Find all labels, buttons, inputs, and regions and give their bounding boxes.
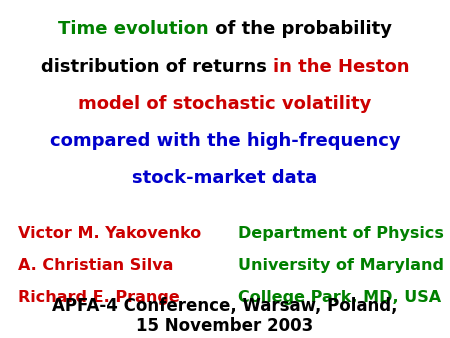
Text: of the probability: of the probability (209, 20, 392, 39)
Text: 15 November 2003: 15 November 2003 (136, 317, 314, 335)
Text: distribution of returns: distribution of returns (40, 57, 273, 76)
Text: University of Maryland: University of Maryland (238, 258, 445, 273)
Text: Time evolution: Time evolution (58, 20, 209, 39)
Text: College Park, MD, USA: College Park, MD, USA (238, 290, 441, 305)
Text: in the Heston: in the Heston (273, 57, 410, 76)
Text: Richard E. Prange: Richard E. Prange (18, 290, 180, 305)
Text: compared with the high-frequency: compared with the high-frequency (50, 132, 400, 150)
Text: Victor M. Yakovenko: Victor M. Yakovenko (18, 226, 201, 241)
Text: Department of Physics: Department of Physics (238, 226, 445, 241)
Text: stock-market data: stock-market data (132, 169, 318, 187)
Text: A. Christian Silva: A. Christian Silva (18, 258, 173, 273)
Text: model of stochastic volatility: model of stochastic volatility (78, 95, 372, 113)
Text: APFA-4 Conference, Warsaw, Poland,: APFA-4 Conference, Warsaw, Poland, (52, 297, 398, 315)
